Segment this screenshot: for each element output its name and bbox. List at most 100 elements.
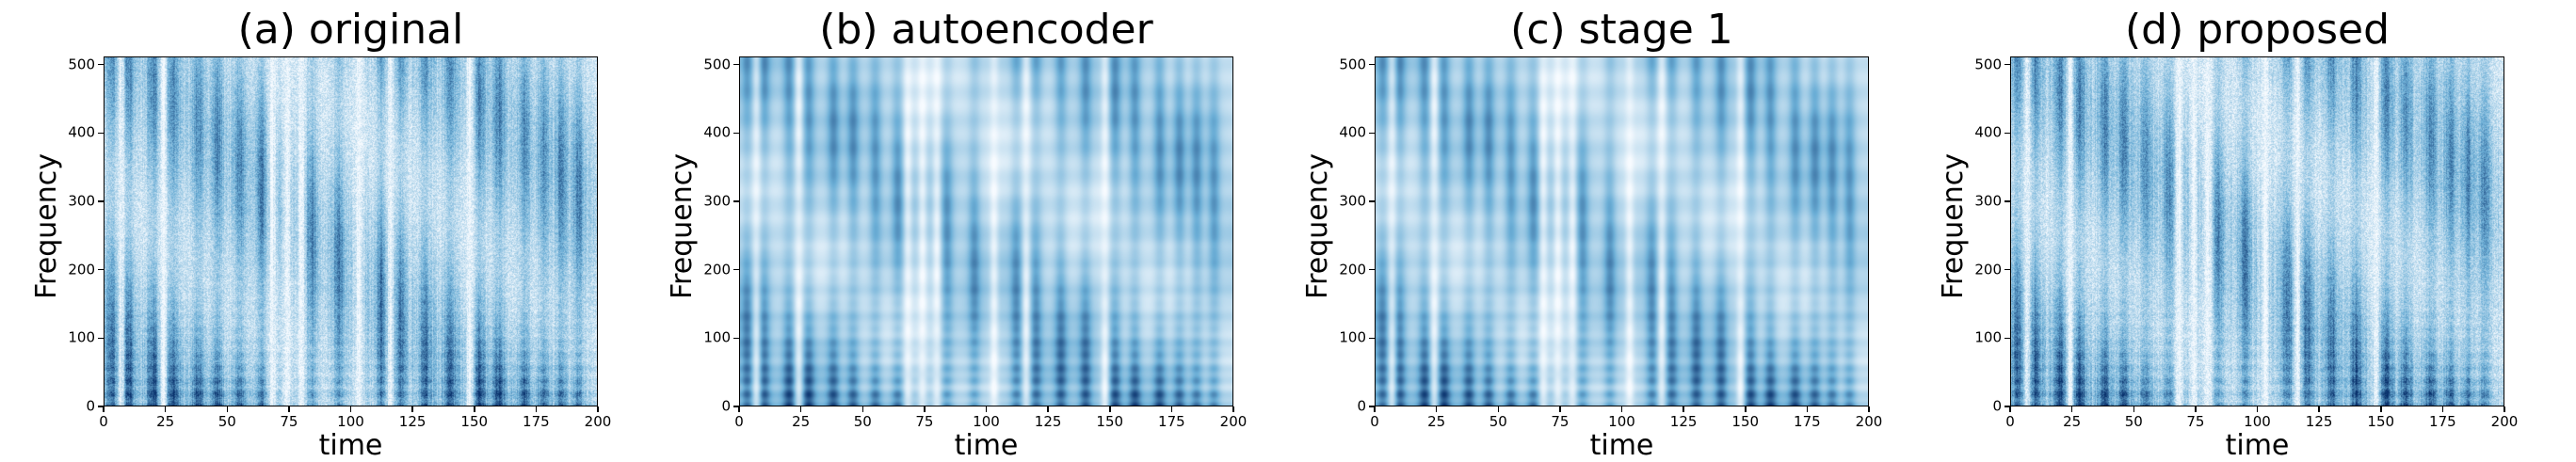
x-tick-mark	[535, 406, 538, 412]
chart-title: (a) original	[237, 6, 464, 54]
y-tick-mark	[98, 406, 104, 407]
x-tick-mark	[103, 406, 105, 412]
x-tick-label: 50	[2124, 413, 2143, 430]
y-tick-mark	[1369, 63, 1375, 66]
y-tick-label: 500	[703, 56, 731, 73]
y-axis-label: Frequency	[30, 153, 63, 299]
y-tick-mark	[1369, 268, 1375, 271]
y-tick-label: 100	[68, 328, 95, 346]
plot-frame	[1375, 56, 1869, 406]
x-tick-label: 25	[792, 413, 811, 430]
x-tick-mark	[1435, 406, 1438, 412]
y-tick-label: 100	[1974, 328, 2002, 346]
x-tick-mark	[861, 406, 863, 412]
spectrogram-heatmap	[739, 56, 1233, 406]
x-tick-label: 175	[1794, 413, 1821, 430]
x-tick-label: 0	[734, 413, 744, 430]
y-tick-label: 500	[1974, 56, 2002, 73]
y-tick-label: 300	[1974, 192, 2002, 210]
x-tick-label: 50	[217, 413, 236, 430]
x-tick-label: 0	[2005, 413, 2015, 430]
x-tick-label: 125	[398, 413, 427, 430]
x-tick-mark	[349, 406, 352, 412]
x-tick-mark	[1170, 406, 1173, 412]
x-tick-mark	[1047, 406, 1049, 412]
x-tick-mark	[1868, 406, 1870, 412]
x-tick-mark	[474, 406, 475, 412]
x-tick-mark	[1806, 406, 1809, 412]
x-tick-mark	[985, 406, 988, 412]
x-tick-label: 125	[1669, 413, 1698, 430]
x-tick-mark	[226, 406, 228, 412]
y-tick-mark	[1369, 406, 1375, 407]
y-tick-mark	[2004, 132, 2010, 135]
x-tick-mark	[1232, 406, 1234, 412]
x-tick-label: 125	[1034, 413, 1062, 430]
chart-title: (b) autoencoder	[819, 6, 1153, 54]
x-tick-label: 25	[2063, 413, 2082, 430]
x-tick-label: 75	[1551, 413, 1570, 430]
y-tick-label: 0	[1357, 397, 1366, 415]
y-tick-mark	[733, 200, 739, 202]
y-tick-mark	[2004, 406, 2010, 407]
x-tick-label: 100	[1608, 413, 1635, 430]
y-tick-label: 100	[703, 328, 731, 346]
x-tick-mark	[2195, 406, 2197, 412]
x-tick-label: 50	[1489, 413, 1507, 430]
x-tick-mark	[738, 406, 740, 412]
x-tick-mark	[2504, 406, 2505, 412]
x-tick-mark	[2009, 406, 2011, 412]
y-tick-label: 400	[1974, 123, 2002, 141]
x-tick-mark	[924, 406, 926, 412]
x-tick-label: 150	[1731, 413, 1760, 430]
x-tick-mark	[1109, 406, 1111, 412]
y-tick-mark	[1369, 337, 1375, 340]
x-tick-label: 0	[99, 413, 108, 430]
x-tick-label: 175	[2429, 413, 2456, 430]
y-axis-label: Frequency	[1301, 153, 1334, 299]
x-tick-label: 175	[1158, 413, 1185, 430]
x-tick-label: 175	[523, 413, 550, 430]
x-axis-label: time	[954, 429, 1019, 462]
plot-frame	[739, 56, 1233, 406]
y-tick-label: 200	[68, 261, 95, 279]
y-tick-mark	[733, 337, 739, 340]
y-tick-mark	[2004, 268, 2010, 271]
y-tick-mark	[98, 63, 104, 66]
y-tick-label: 200	[703, 261, 731, 279]
x-axis-label: time	[2225, 429, 2290, 462]
x-tick-label: 50	[853, 413, 872, 430]
x-tick-mark	[2256, 406, 2259, 412]
chart-title: (d) proposed	[2125, 6, 2390, 54]
y-tick-mark	[2004, 63, 2010, 66]
x-tick-label: 75	[2186, 413, 2205, 430]
x-tick-label: 200	[2490, 413, 2519, 430]
y-tick-mark	[733, 63, 739, 66]
x-tick-label: 100	[337, 413, 364, 430]
x-tick-label: 125	[2305, 413, 2333, 430]
y-axis-label: Frequency	[666, 153, 699, 299]
y-tick-label: 500	[1339, 56, 1366, 73]
x-tick-mark	[1497, 406, 1499, 412]
spectrogram-heatmap	[2010, 56, 2504, 406]
y-tick-label: 200	[1974, 261, 2002, 279]
y-tick-label: 100	[1339, 328, 1366, 346]
x-tick-label: 100	[973, 413, 1000, 430]
x-tick-label: 150	[460, 413, 489, 430]
y-tick-label: 500	[68, 56, 95, 73]
y-tick-label: 400	[1339, 123, 1366, 141]
x-tick-label: 200	[1855, 413, 1883, 430]
x-axis-label: time	[318, 429, 383, 462]
x-tick-label: 0	[1370, 413, 1379, 430]
x-tick-mark	[2380, 406, 2382, 412]
y-tick-mark	[2004, 200, 2010, 202]
y-tick-mark	[2004, 337, 2010, 340]
y-tick-label: 300	[703, 192, 731, 210]
x-tick-mark	[288, 406, 290, 412]
x-tick-mark	[2318, 406, 2320, 412]
y-tick-label: 400	[703, 123, 731, 141]
y-tick-mark	[98, 200, 104, 202]
x-tick-mark	[164, 406, 167, 412]
y-tick-label: 0	[86, 397, 95, 415]
y-tick-mark	[98, 268, 104, 271]
